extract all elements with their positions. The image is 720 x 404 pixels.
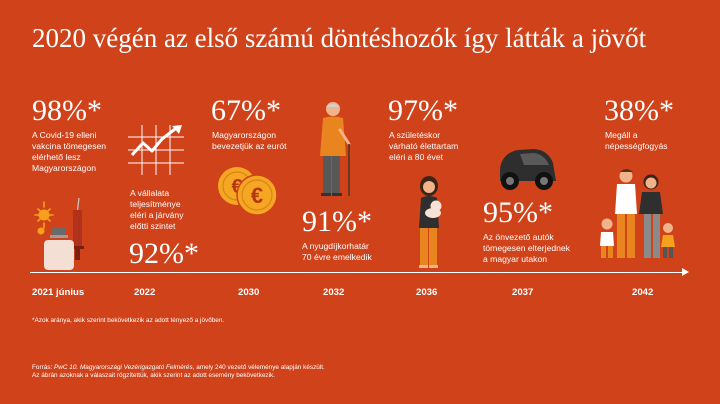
percent-vaccine: 98%*: [32, 94, 102, 127]
percent-life: 97%*: [388, 94, 458, 127]
year-2036: 2036: [416, 287, 438, 298]
desc-population: Megáll a népességfogyás: [605, 130, 668, 151]
footnote: *Azok aránya, akik szerint bekövetkezik …: [32, 317, 225, 324]
percent-cars: 95%*: [483, 196, 553, 229]
euro-coins-icon: € €: [218, 167, 278, 216]
mother-baby-icon: [419, 176, 442, 268]
source-note: Forrás: PwC 10. Magyarországi Vezérigazg…: [32, 364, 325, 379]
timeline-axis: [30, 272, 684, 273]
vaccine-vial-icon: [34, 197, 84, 270]
desc-pension: A nyugdíjkorhatár 70 évre emelkedik: [302, 241, 372, 262]
desc-euro: Magyarországon bevezetjük az eurót: [212, 130, 287, 151]
svg-text:€: €: [251, 183, 263, 208]
svg-text:€: €: [231, 176, 242, 198]
percent-euro: 67%*: [211, 94, 281, 127]
timeline-arrow-icon: [682, 268, 689, 276]
year-2030: 2030: [238, 287, 260, 298]
desc-company: A vállalata teljesítménye eléri a járvány…: [130, 188, 184, 231]
desc-vaccine: A Covid-19 elleni vakcina tömegesen elérh…: [32, 130, 107, 173]
self-driving-car-icon: [500, 149, 556, 190]
year-2037: 2037: [512, 287, 534, 298]
year-2022: 2022: [134, 287, 156, 298]
page-title: 2020 végén az első számú döntéshozók így…: [32, 23, 647, 53]
family-icon: [600, 169, 675, 258]
percent-population: 38%*: [604, 94, 674, 127]
year-2021: 2021 június: [32, 287, 85, 298]
year-2042: 2042: [632, 287, 654, 298]
percent-company: 92%*: [129, 237, 199, 270]
desc-cars: Az önvezető autók tömegesen elterjednek a …: [483, 232, 570, 264]
desc-life: A születéskor várható élettartam eléri a 8…: [389, 130, 459, 162]
elderly-man-icon: [320, 102, 351, 196]
year-2032: 2032: [323, 287, 345, 298]
percent-pension: 91%*: [302, 205, 372, 238]
growth-chart-icon: [128, 125, 184, 175]
